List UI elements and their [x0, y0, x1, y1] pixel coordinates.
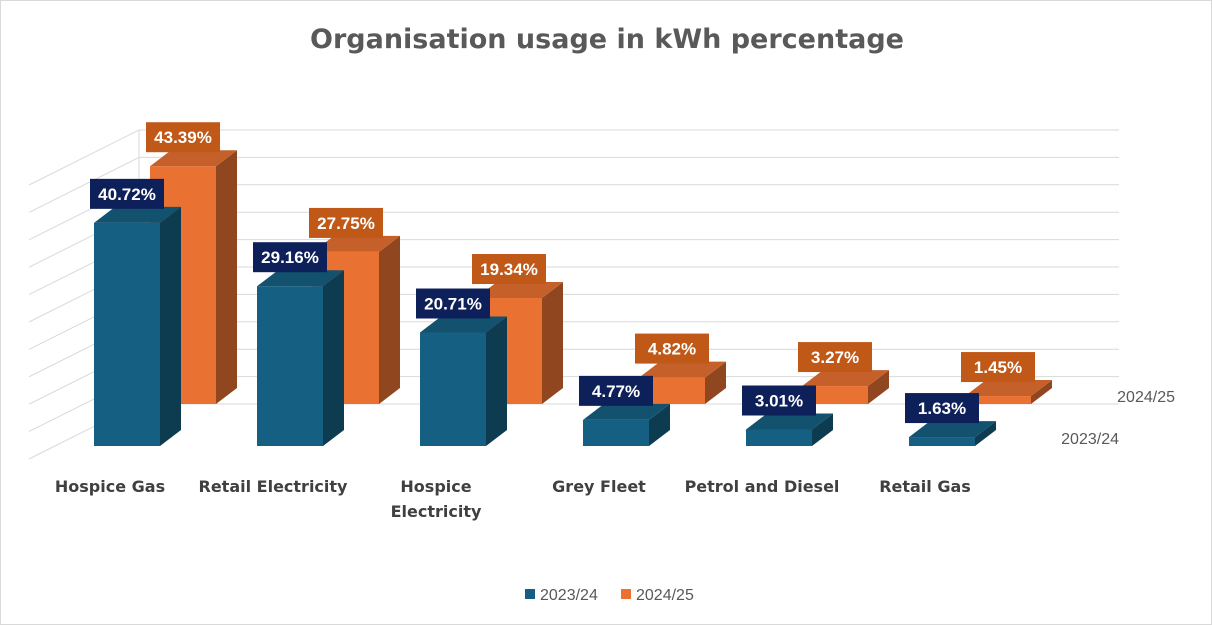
data-label: 19.34%: [480, 260, 538, 279]
bar-2023/24-Hospice Electricity: 20.71%: [416, 288, 507, 446]
bar-front: [965, 396, 1031, 404]
bar-2023/24-Retail Electricity: 29.16%: [253, 242, 344, 446]
bar-front: [94, 222, 160, 446]
bar-top: [476, 282, 563, 299]
data-label: 40.72%: [98, 185, 156, 204]
legend-swatch: [525, 589, 535, 599]
bar-2024/25-Grey Fleet: 4.82%: [635, 333, 726, 404]
bar-side: [812, 413, 833, 446]
bar-side: [216, 150, 237, 404]
data-label-box: [472, 254, 546, 285]
bar-side: [649, 403, 670, 446]
data-label: 3.01%: [755, 392, 803, 411]
legend: 2023/24 2024/25: [525, 587, 694, 604]
legend-entry: 2024/25: [636, 587, 694, 604]
bar-front: [420, 332, 486, 446]
gridline-side: [28, 129, 140, 186]
bars: 43.39% 27.75% 19.34% 4.82% 3.27% 1.45% 40.72% 2…: [90, 122, 1052, 446]
bar-side: [705, 361, 726, 404]
bar-front: [802, 386, 868, 404]
data-label: 27.75%: [317, 214, 375, 233]
bar-2024/25-Petrol and Diesel: 3.27%: [798, 342, 889, 404]
bar-side: [975, 421, 996, 446]
bar-top: [639, 361, 726, 378]
bar-top: [257, 270, 344, 287]
data-label-box: [742, 385, 816, 416]
series-axis-label: 2024/25: [1117, 389, 1175, 406]
bar-front: [257, 286, 323, 446]
category-label: Hospice Gas: [55, 477, 165, 496]
chart-title: Organisation usage in kWh percentage: [310, 24, 904, 55]
legend-swatch: [621, 589, 631, 599]
bar-side: [160, 206, 181, 446]
category-label: Retail Electricity: [199, 477, 349, 496]
series-axis-labels: 2023/24 2024/25: [1061, 389, 1175, 448]
category-labels: Hospice Gas Retail Electricity Hospice Elec…: [55, 477, 971, 521]
data-label: 43.39%: [154, 128, 212, 147]
bar-2023/24-Petrol and Diesel: 3.01%: [742, 385, 833, 446]
data-label-box: [253, 242, 327, 273]
legend-entry: 2023/24: [540, 587, 598, 604]
series-axis-label: 2023/24: [1061, 431, 1119, 448]
bar-side: [486, 316, 507, 446]
bar-top: [313, 235, 400, 252]
bar-top: [746, 413, 833, 430]
data-label: 20.71%: [424, 295, 482, 314]
bar-side: [1031, 380, 1052, 404]
data-label: 1.63%: [918, 399, 966, 418]
data-label: 29.16%: [261, 248, 319, 267]
gridline-side: [28, 156, 140, 213]
data-label-box: [309, 207, 383, 238]
data-label-box: [905, 393, 979, 424]
bar-front: [909, 437, 975, 446]
bar-2024/25-Retail Gas: 1.45%: [961, 352, 1052, 404]
data-label-box: [416, 288, 490, 319]
data-label: 4.77%: [592, 382, 640, 401]
bar-top: [802, 370, 889, 387]
bar-front: [746, 429, 812, 446]
data-label-box: [798, 342, 872, 373]
bar-top: [420, 316, 507, 333]
bar-front: [583, 419, 649, 446]
bar-top: [94, 206, 181, 223]
bar-side: [542, 282, 563, 404]
data-label-box: [90, 178, 164, 209]
data-label: 3.27%: [811, 348, 859, 367]
bar-side: [379, 235, 400, 404]
bar-2023/24-Hospice Gas: 40.72%: [90, 178, 181, 446]
data-label: 1.45%: [974, 358, 1022, 377]
bar-top: [583, 403, 670, 420]
data-label-box: [146, 122, 220, 153]
category-label: Grey Fleet: [552, 477, 646, 496]
category-label: Retail Gas: [879, 477, 971, 496]
category-label: Hospice Electricity: [391, 477, 482, 521]
category-label: Petrol and Diesel: [685, 477, 840, 496]
bar-side: [868, 370, 889, 404]
bar-top: [909, 421, 996, 438]
bar-side: [323, 270, 344, 446]
data-label-box: [635, 333, 709, 364]
data-label: 4.82%: [648, 340, 696, 359]
bar-top: [150, 150, 237, 167]
data-label-box: [961, 352, 1035, 383]
bar-top: [965, 380, 1052, 397]
bar-2023/24-Retail Gas: 1.63%: [905, 393, 996, 446]
bar-2023/24-Grey Fleet: 4.77%: [579, 375, 670, 446]
data-label-box: [579, 375, 653, 406]
